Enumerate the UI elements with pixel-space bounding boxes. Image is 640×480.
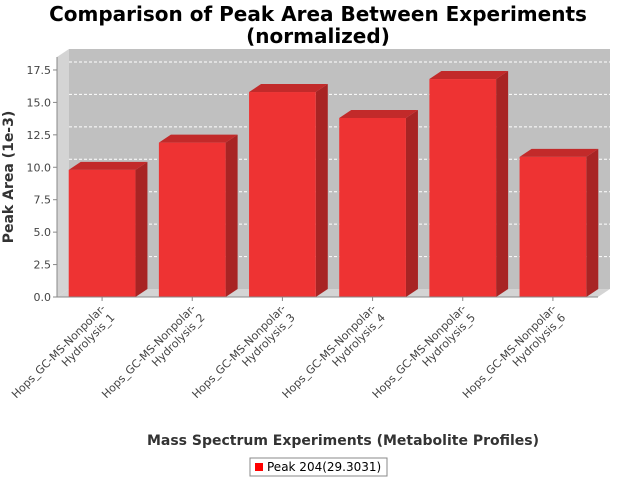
- bar-front: [519, 156, 587, 297]
- x-tick-label-line: Hops_GC-MS-Nonpolar-: [370, 302, 469, 401]
- bar-top: [429, 71, 509, 80]
- bar-front: [68, 169, 136, 297]
- bar: [68, 161, 148, 297]
- plot-left-wall: [57, 49, 69, 297]
- y-axis-label: Peak Area (1e-3): [1, 111, 17, 244]
- bar: [339, 109, 418, 297]
- bar-top: [339, 109, 418, 118]
- legend-box: [249, 457, 388, 477]
- bar-side: [496, 71, 509, 298]
- x-tick-label-line: Hops_GC-MS-Nonpolar-: [9, 302, 108, 401]
- chart-title-line-2: (normalized): [246, 24, 390, 48]
- legend-label: Peak 204(29.3031): [267, 460, 381, 474]
- legend-swatch: [255, 463, 263, 471]
- x-tick-label-line: Hops_GC-MS-Nonpolar-: [189, 302, 288, 401]
- y-tick-label: 7.5: [34, 194, 52, 207]
- x-tick-label-line: Hops_GC-MS-Nonpolar-: [460, 302, 559, 401]
- bar-top: [519, 148, 599, 157]
- bar-side: [315, 84, 328, 297]
- bar-side: [405, 109, 418, 297]
- bar-top: [249, 84, 328, 93]
- chart-title-line-1: Comparison of Peak Area Between Experime…: [49, 2, 587, 26]
- y-axis: 0.0 2.5 5.0 7.5 10.0 12.5 15.0 17.5: [27, 57, 58, 304]
- bar-front: [339, 117, 406, 297]
- bar-top: [68, 161, 148, 170]
- y-tick-label: 17.5: [27, 64, 52, 77]
- bar-front: [158, 142, 226, 297]
- y-tick-label: 12.5: [27, 129, 52, 142]
- bar: [429, 71, 509, 298]
- legend: Peak 204(29.3031): [249, 457, 388, 477]
- bar-side: [135, 161, 148, 297]
- bars: [68, 71, 599, 298]
- x-axis: Hops_GC-MS-Nonpolar-Hydrolysis_1Hops_GC-…: [9, 296, 598, 410]
- bar-side: [225, 134, 238, 297]
- bar: [158, 134, 238, 297]
- bar: [519, 148, 599, 297]
- x-tick-label-line: Hops_GC-MS-Nonpolar-: [280, 302, 379, 401]
- y-tick-label: 10.0: [27, 161, 52, 174]
- bar-top: [158, 134, 238, 143]
- y-tick-label: 2.5: [34, 259, 52, 272]
- bar-front: [429, 79, 497, 298]
- x-tick-label: Hops_GC-MS-Nonpolar-Hydrolysis_6: [460, 302, 568, 410]
- bar-front: [249, 92, 316, 297]
- bar-side: [586, 148, 599, 297]
- x-tick-label-line: Hops_GC-MS-Nonpolar-: [99, 302, 198, 401]
- y-tick-label: 5.0: [34, 226, 52, 239]
- y-tick-label: 0.0: [34, 291, 52, 304]
- bar: [249, 84, 328, 297]
- x-axis-label: Mass Spectrum Experiments (Metabolite Pr…: [147, 433, 539, 449]
- y-tick-label: 15.0: [27, 96, 52, 109]
